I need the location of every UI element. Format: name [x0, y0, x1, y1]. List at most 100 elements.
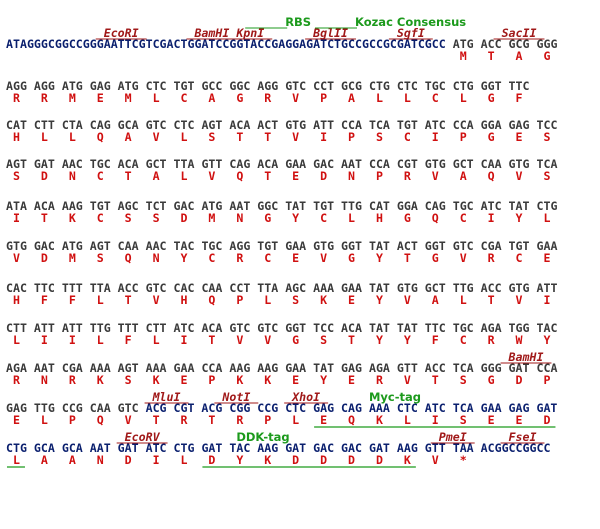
- amino-acid: D: [41, 169, 48, 183]
- amino-acid: V: [264, 333, 271, 347]
- amino-acid: F: [41, 293, 48, 307]
- amino-acid: S: [125, 373, 132, 387]
- amino-acid: S: [13, 169, 20, 183]
- amino-acid: L: [376, 91, 383, 105]
- amino-acid: M: [69, 251, 76, 265]
- amino-acid: P: [460, 130, 467, 144]
- dna-sequence: AGG AGG ATG GAG ATG CTC TGT GCC GGC AGG …: [6, 79, 530, 93]
- amino-acid: V: [13, 251, 20, 265]
- amino-acid: A: [69, 453, 76, 467]
- amino-acid: N: [97, 453, 104, 467]
- amino-acid: R: [488, 333, 495, 347]
- amino-acid: T: [432, 373, 439, 387]
- amino-acid: L: [543, 211, 550, 225]
- amino-acid: S: [208, 130, 215, 144]
- dna-sequence: GAG TTG CCG CAA GTC: [6, 401, 139, 415]
- amino-acid: D: [41, 251, 48, 265]
- amino-acid: T: [488, 49, 495, 63]
- amino-acid: D: [543, 413, 550, 427]
- amino-acid: G: [488, 91, 495, 105]
- amino-acid: C: [97, 211, 104, 225]
- amino-acid: K: [236, 373, 243, 387]
- amino-acid: S: [543, 169, 550, 183]
- restriction-site: PmeI: [439, 430, 467, 444]
- amino-acid: I: [153, 453, 160, 467]
- amino-acid: C: [432, 91, 439, 105]
- amino-acid: K: [153, 373, 160, 387]
- amino-acid: D: [208, 453, 215, 467]
- amino-acid: D: [320, 169, 327, 183]
- amino-acid: E: [181, 373, 188, 387]
- amino-acid: D: [292, 453, 299, 467]
- amino-acid: Q: [432, 211, 439, 225]
- restriction-site: NotI: [221, 390, 250, 404]
- amino-acid: S: [460, 413, 467, 427]
- amino-acid: K: [97, 373, 104, 387]
- restriction-site: BamHI: [193, 26, 229, 40]
- amino-acid: E: [348, 293, 355, 307]
- amino-acid: C: [404, 130, 411, 144]
- amino-acid: T: [208, 413, 215, 427]
- amino-acid: I: [320, 130, 327, 144]
- amino-acid: K: [264, 373, 271, 387]
- amino-acid: G: [488, 373, 495, 387]
- amino-acid: Y: [404, 333, 411, 347]
- amino-acid: A: [41, 453, 48, 467]
- amino-acid: M: [125, 91, 132, 105]
- amino-acid: C: [460, 333, 467, 347]
- amino-acid: Y: [376, 251, 383, 265]
- restriction-site: EcoRI: [104, 26, 139, 40]
- amino-acid: C: [181, 91, 188, 105]
- amino-acid: K: [264, 453, 271, 467]
- amino-acid: R: [41, 91, 48, 105]
- amino-acid: I: [543, 293, 550, 307]
- amino-acid: G: [488, 130, 495, 144]
- amino-acid: Q: [488, 169, 495, 183]
- amino-acid: Y: [543, 333, 550, 347]
- amino-acid: E: [320, 413, 327, 427]
- amino-acid: S: [376, 130, 383, 144]
- dna-sequence: CAT CTT CTA CAG GCA GTC CTC AGT ACA ACT …: [6, 118, 557, 132]
- amino-acid: S: [97, 251, 104, 265]
- amino-acid: L: [153, 333, 160, 347]
- amino-acid: L: [41, 413, 48, 427]
- amino-acid: C: [320, 211, 327, 225]
- amino-acid: I: [432, 130, 439, 144]
- amino-acid: E: [13, 413, 20, 427]
- amino-acid: V: [292, 130, 299, 144]
- amino-acid: Y: [516, 211, 523, 225]
- amino-acid: K: [320, 293, 327, 307]
- amino-acid: Q: [97, 413, 104, 427]
- amino-acid: Y: [376, 293, 383, 307]
- amino-acid: E: [543, 251, 550, 265]
- amino-acid: E: [516, 130, 523, 144]
- amino-acid: R: [13, 373, 20, 387]
- amino-acid: C: [97, 169, 104, 183]
- amino-acid: V: [208, 169, 215, 183]
- amino-acid: F: [125, 333, 132, 347]
- amino-acid: S: [153, 211, 160, 225]
- amino-acid: V: [292, 91, 299, 105]
- amino-acid: P: [320, 91, 327, 105]
- amino-acid: I: [69, 333, 76, 347]
- feature-label: DDK-tag: [236, 430, 289, 444]
- amino-acid: N: [41, 373, 48, 387]
- restriction-site: KpnI: [235, 26, 264, 40]
- restriction-site: SacII: [502, 26, 537, 40]
- amino-acid: T: [488, 293, 495, 307]
- amino-acid: V: [153, 293, 160, 307]
- amino-acid: R: [181, 413, 188, 427]
- amino-acid: I: [488, 211, 495, 225]
- amino-acid: V: [432, 169, 439, 183]
- amino-acid: P: [543, 373, 550, 387]
- amino-acid: R: [376, 373, 383, 387]
- amino-acid: H: [376, 211, 383, 225]
- amino-acid: L: [97, 293, 104, 307]
- amino-acid: L: [460, 91, 467, 105]
- amino-acid: M: [69, 91, 76, 105]
- amino-acid: L: [460, 293, 467, 307]
- amino-acid: L: [264, 293, 271, 307]
- amino-acid: C: [516, 251, 523, 265]
- dna-sequence: GTG GAC ATG AGT CAA AAC TAC TGC AGG TGT …: [6, 239, 557, 253]
- amino-acid: P: [348, 130, 355, 144]
